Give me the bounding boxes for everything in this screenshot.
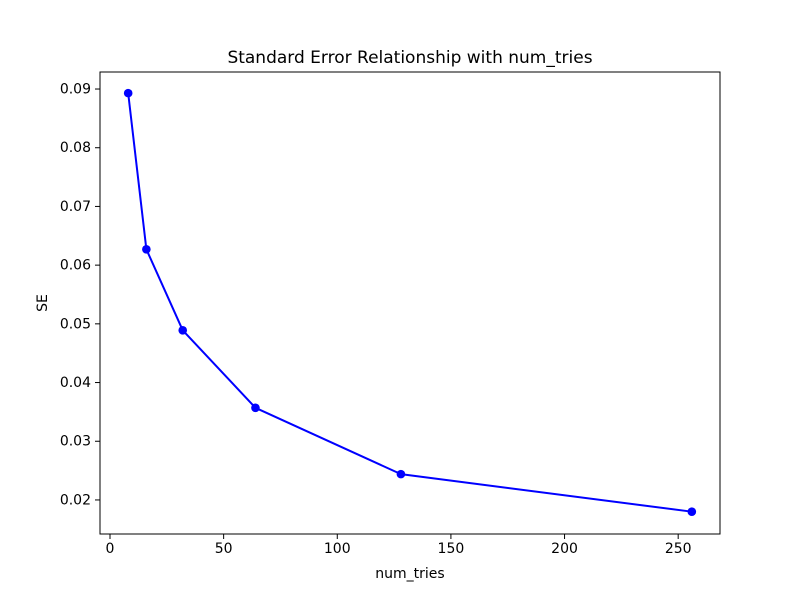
x-tick-label: 100 — [324, 541, 351, 557]
y-tick-label: 0.08 — [60, 140, 91, 156]
data-line — [127, 93, 692, 513]
data-point — [396, 469, 406, 479]
y-axis-label: SE — [35, 294, 51, 312]
plot-area: 0 50 100 150 200 250 0.02 0.03 0.04 0.05 0.06 0.07 0… — [60, 71, 721, 557]
data-point — [687, 507, 697, 516]
y-tick-label: 0.04 — [60, 375, 91, 391]
axes-spines — [99, 71, 721, 535]
y-tick-label: 0.06 — [60, 258, 91, 274]
y-tick-label: 0.05 — [60, 316, 91, 332]
y-tick-label: 0.09 — [60, 82, 91, 98]
x-tick-label: 250 — [665, 541, 692, 557]
x-tick-label: 200 — [551, 541, 578, 557]
y-tick-label: 0.02 — [60, 492, 91, 508]
x-tick-label: 50 — [215, 541, 233, 557]
data-point — [178, 325, 188, 335]
axes-background — [100, 72, 720, 534]
chart-title: Standard Error Relationship with num_tri… — [227, 48, 592, 68]
y-tick-label: 0.07 — [60, 199, 91, 215]
y-tick-label: 0.03 — [60, 434, 91, 450]
data-point — [142, 244, 151, 254]
data-point — [251, 403, 260, 413]
x-axis-label: num_tries — [375, 566, 444, 582]
x-tick-label: 150 — [438, 541, 465, 557]
x-tick-label: 0 — [106, 541, 115, 557]
data-point — [123, 88, 133, 98]
